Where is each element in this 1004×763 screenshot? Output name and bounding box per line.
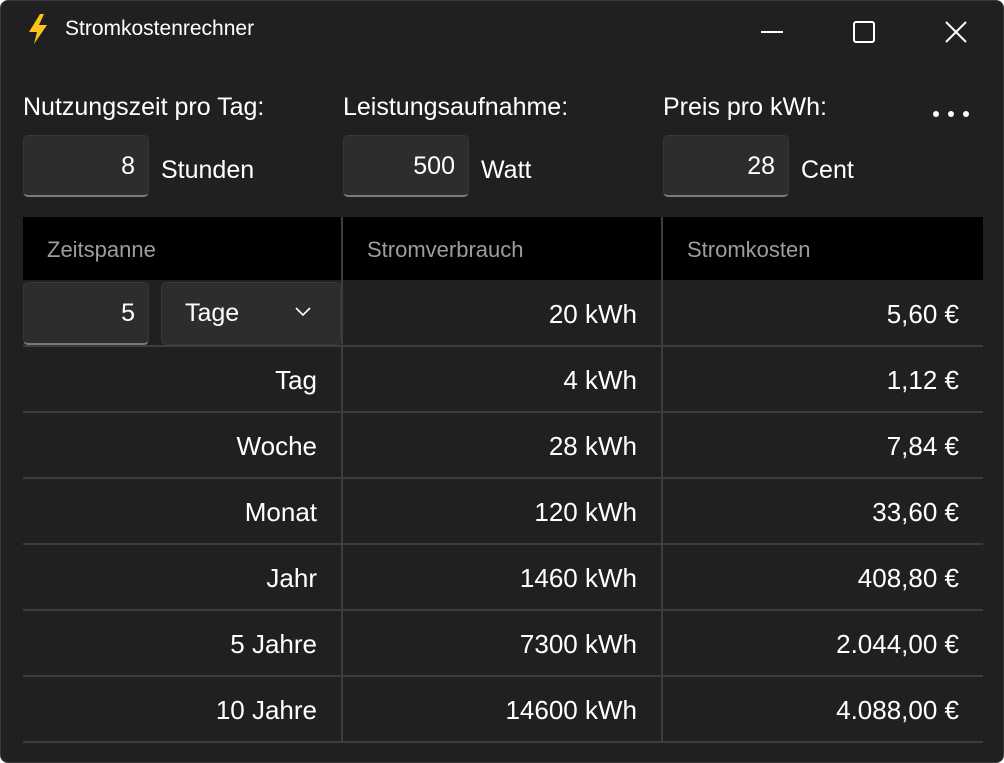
consumption-cell: 28 kWh: [548, 431, 637, 461]
table-row: Jahr 1460 kWh 408,80 €: [23, 545, 983, 611]
consumption-cell: 1460 kWh: [519, 563, 637, 593]
consumption-cell: 7300 kWh: [519, 629, 637, 659]
table-row: 5 Jahre 7300 kWh 2.044,00 €: [23, 611, 983, 677]
table-header: Zeitspanne Stromverbrauch Stromkosten: [23, 217, 983, 280]
more-button[interactable]: [919, 97, 983, 131]
power-unit: Watt: [481, 156, 532, 184]
lightning-icon: [29, 14, 47, 44]
cost-cell: 7,84 €: [886, 431, 959, 461]
usage-time-unit: Stunden: [161, 156, 255, 184]
minimize-icon: [761, 31, 783, 33]
cost-table: Zeitspanne Stromverbrauch Stromkosten 5 …: [23, 217, 983, 743]
period-cell: Woche: [236, 431, 317, 461]
period-cell: Monat: [244, 497, 317, 527]
close-button[interactable]: [910, 1, 1002, 63]
period-cell: 10 Jahre: [215, 695, 317, 725]
usage-time-input[interactable]: 8: [23, 135, 149, 197]
cost-cell: 4.088,00 €: [836, 695, 959, 725]
header-consumption[interactable]: Stromverbrauch: [367, 237, 524, 262]
table-row: Woche 28 kWh 7,84 €: [23, 413, 983, 479]
maximize-icon: [853, 21, 875, 43]
title-bar[interactable]: Stromkostenrechner: [1, 1, 1003, 63]
custom-period-row: 5 Tage 20 kWh 5,60 €: [23, 281, 983, 347]
cost-cell: 1,12 €: [886, 365, 959, 395]
cost-cell: 408,80 €: [857, 563, 959, 593]
consumption-cell: 4 kWh: [563, 365, 637, 395]
custom-cost: 5,60 €: [886, 299, 959, 329]
column-divider: [341, 217, 343, 743]
period-cell: Tag: [275, 365, 317, 395]
header-cost[interactable]: Stromkosten: [687, 237, 811, 262]
table-row: Tag 4 kWh 1,12 €: [23, 347, 983, 413]
table-row: 10 Jahre 14600 kWh 4.088,00 €: [23, 677, 983, 743]
consumption-cell: 14600 kWh: [505, 695, 637, 725]
usage-time-label: Nutzungszeit pro Tag:: [23, 93, 265, 121]
cost-cell: 33,60 €: [872, 497, 959, 527]
header-period[interactable]: Zeitspanne: [47, 237, 156, 262]
chevron-down-icon: [295, 307, 311, 317]
minimize-button[interactable]: [726, 1, 818, 63]
price-input[interactable]: 28: [663, 135, 789, 197]
period-unit-value: Tage: [185, 299, 240, 327]
power-label: Leistungsaufnahme:: [343, 93, 569, 121]
column-divider: [661, 217, 663, 743]
period-unit-dropdown[interactable]: Tage: [161, 282, 341, 345]
consumption-cell: 120 kWh: [534, 497, 637, 527]
close-icon: [945, 21, 967, 43]
price-unit: Cent: [801, 156, 854, 184]
power-input[interactable]: 500: [343, 135, 469, 197]
period-cell: 5 Jahre: [230, 629, 317, 659]
table-row: Monat 120 kWh 33,60 €: [23, 479, 983, 545]
custom-consumption: 20 kWh: [548, 299, 637, 329]
period-amount-input[interactable]: 5: [23, 282, 149, 345]
window-title: Stromkostenrechner: [65, 17, 255, 40]
period-cell: Jahr: [266, 563, 317, 593]
price-label: Preis pro kWh:: [663, 93, 827, 121]
cost-cell: 2.044,00 €: [836, 629, 959, 659]
maximize-button[interactable]: [818, 1, 910, 63]
